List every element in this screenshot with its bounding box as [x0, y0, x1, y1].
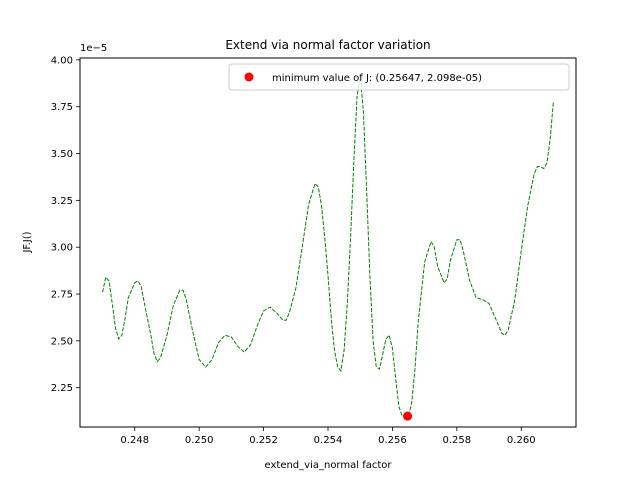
legend-marker: [244, 72, 254, 82]
x-tick-label: 0.260: [507, 435, 536, 446]
y-tick-label: 3.00: [51, 243, 73, 254]
y-tick-label: 4.00: [51, 55, 73, 66]
y-tick-label: 3.50: [51, 149, 73, 160]
chart-title: Extend via normal factor variation: [225, 38, 430, 52]
y-offset-text: 1e−5: [80, 43, 107, 54]
series-line: [102, 74, 554, 417]
y-tick-label: 2.75: [51, 290, 73, 301]
legend-label: minimum value of J: (0.25647, 2.098e-05): [272, 73, 482, 84]
x-axis-ticks: 0.248 0.250 0.252 0.254 0.256 0.258 0.260: [120, 427, 536, 446]
x-tick-label: 0.258: [443, 435, 472, 446]
y-tick-label: 2.50: [51, 336, 73, 347]
legend-box: [228, 63, 570, 91]
x-tick-label: 0.248: [120, 435, 149, 446]
plot-frame: [79, 57, 577, 428]
x-tick-label: 0.256: [378, 435, 407, 446]
x-axis-label: extend_via_normal factor: [265, 460, 393, 471]
x-tick-label: 0.252: [249, 435, 278, 446]
legend: minimum value of J: (0.25647, 2.098e-05): [228, 63, 570, 91]
y-tick-label: 3.75: [51, 102, 73, 113]
minimum-point-marker: [403, 411, 413, 421]
y-tick-label: 3.25: [51, 196, 73, 207]
y-axis-ticks: 2.25 2.50 2.75 3.00 3.25 3.50 3.75 4.00: [51, 55, 80, 394]
x-tick-label: 0.254: [314, 435, 343, 446]
y-axis-label: JF.J(): [22, 231, 33, 253]
x-tick-label: 0.250: [185, 435, 214, 446]
y-tick-label: 2.25: [51, 383, 73, 394]
